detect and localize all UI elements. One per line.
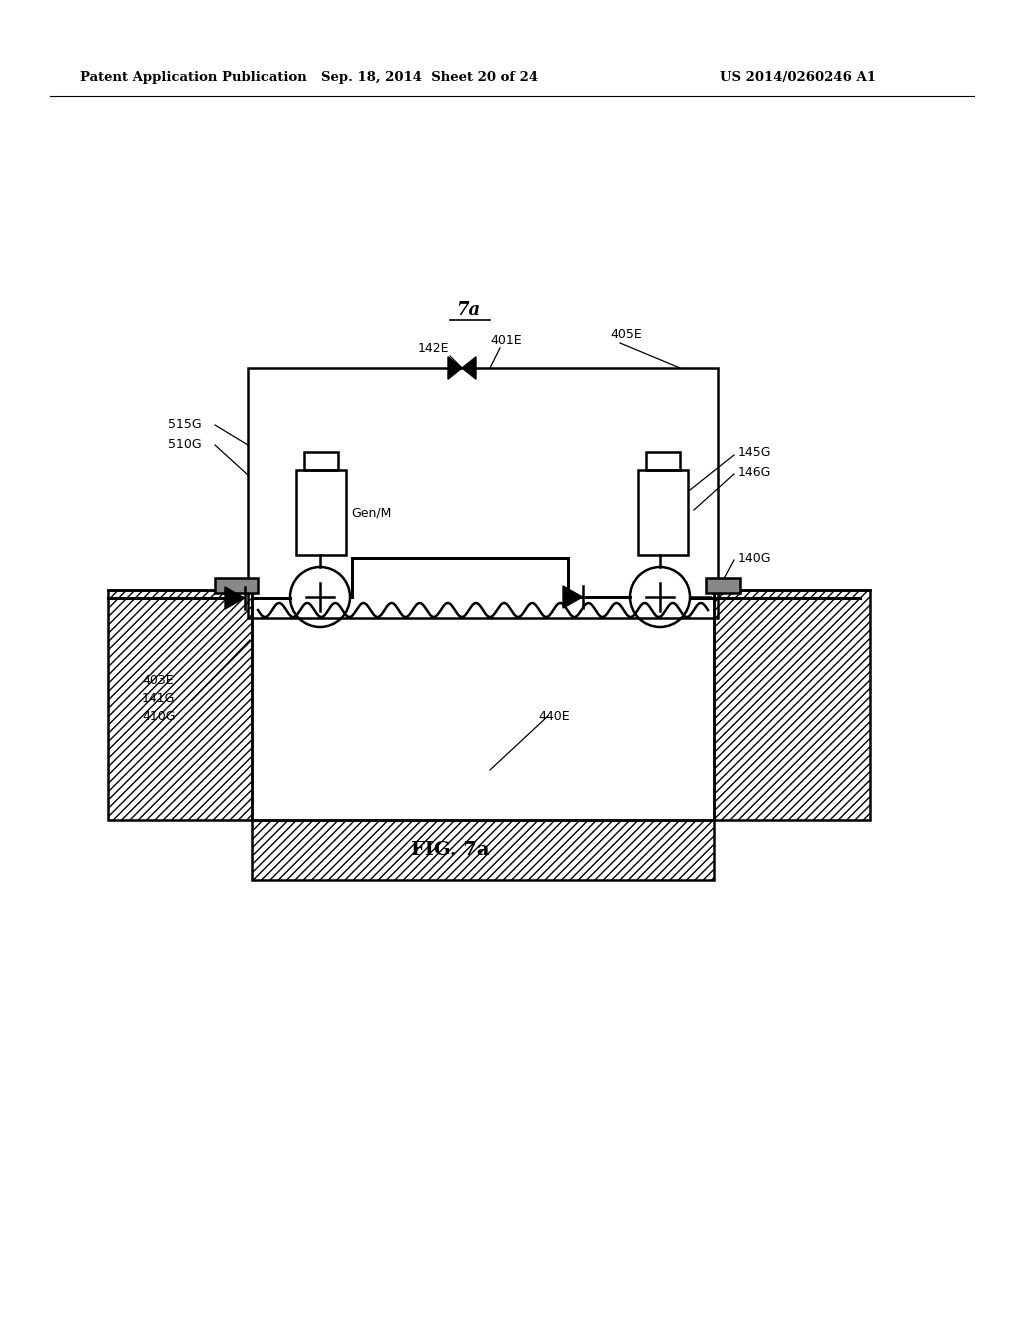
Text: 410G: 410G — [142, 710, 175, 722]
Text: 405E: 405E — [610, 329, 642, 342]
Bar — [296, 470, 346, 554]
Bar — [638, 470, 688, 554]
Polygon shape — [252, 820, 714, 880]
Text: Patent Application Publication: Patent Application Publication — [80, 71, 307, 84]
Polygon shape — [462, 356, 476, 379]
Text: 510G: 510G — [168, 438, 202, 451]
Text: US 2014/0260246 A1: US 2014/0260246 A1 — [720, 71, 876, 84]
Text: FIG. 7a: FIG. 7a — [411, 841, 489, 859]
Text: 146G: 146G — [738, 466, 771, 479]
Polygon shape — [563, 586, 583, 609]
Text: 142E: 142E — [418, 342, 450, 355]
Text: 401E: 401E — [490, 334, 521, 346]
Polygon shape — [714, 590, 870, 820]
Text: 7a: 7a — [456, 301, 480, 319]
Text: 141G: 141G — [142, 692, 175, 705]
Polygon shape — [449, 356, 462, 379]
Text: 515G: 515G — [168, 418, 202, 432]
Text: 440E: 440E — [538, 710, 569, 722]
Bar — [646, 451, 680, 470]
Polygon shape — [225, 587, 245, 609]
Text: 403E: 403E — [142, 673, 174, 686]
Text: 140G: 140G — [738, 552, 771, 565]
Text: 145G: 145G — [738, 446, 771, 458]
Text: Sep. 18, 2014  Sheet 20 of 24: Sep. 18, 2014 Sheet 20 of 24 — [322, 71, 539, 84]
Text: Gen/M: Gen/M — [351, 506, 391, 519]
Polygon shape — [706, 578, 740, 593]
Bar — [304, 451, 338, 470]
Polygon shape — [215, 578, 258, 593]
Polygon shape — [108, 590, 252, 820]
